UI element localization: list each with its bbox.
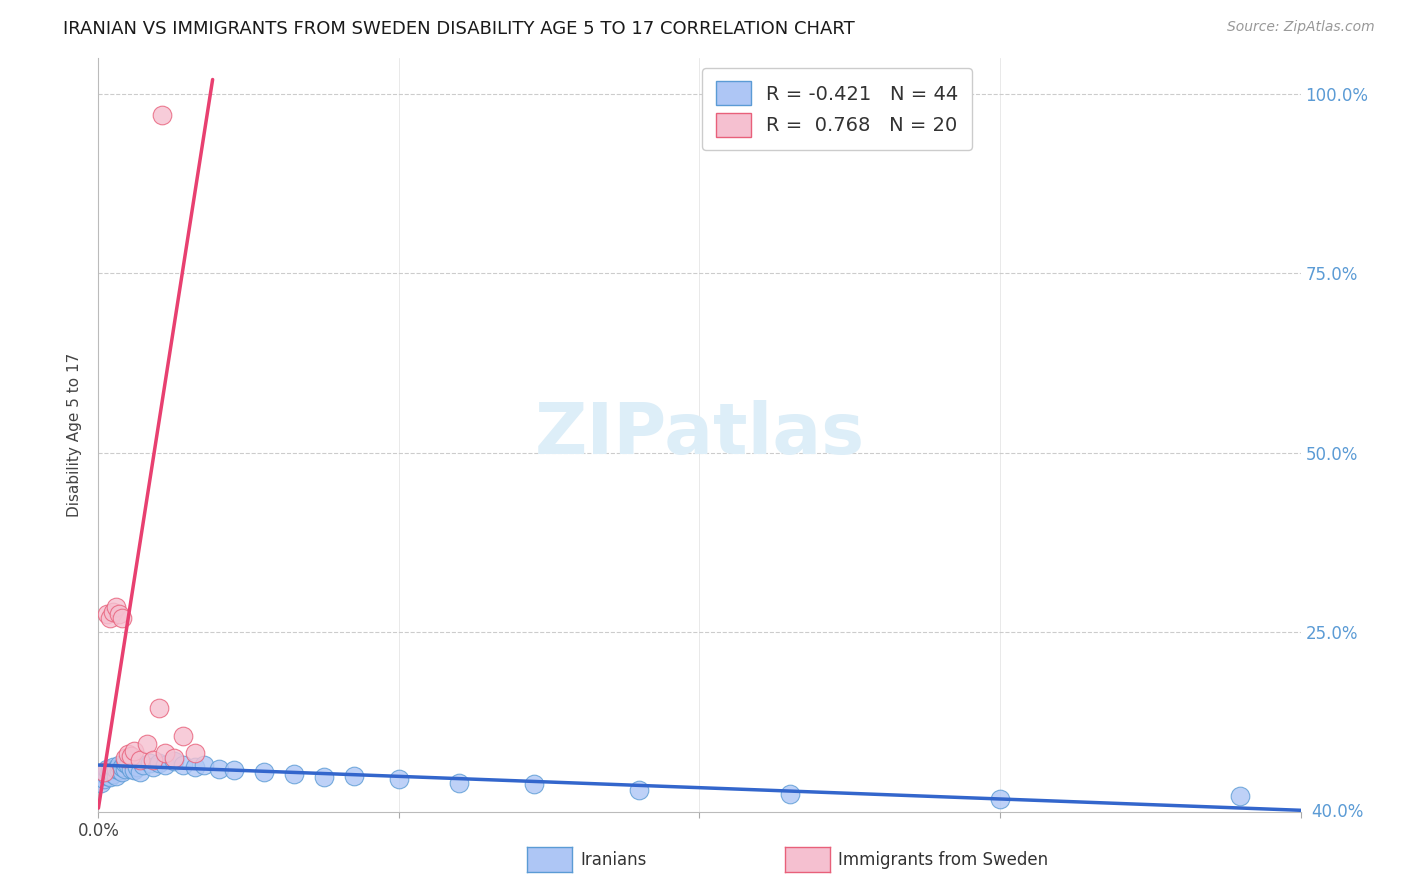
- Point: [162, 755, 184, 769]
- Point: [124, 744, 146, 758]
- Point: [114, 756, 136, 770]
- Point: [141, 753, 163, 767]
- Point: [183, 760, 205, 774]
- Point: [121, 762, 143, 776]
- Point: [153, 746, 176, 760]
- Point: [105, 600, 128, 615]
- Point: [93, 765, 115, 780]
- Text: 40.0%: 40.0%: [1312, 803, 1364, 821]
- Point: [779, 787, 801, 801]
- Point: [148, 756, 170, 770]
- Point: [172, 758, 194, 772]
- Point: [108, 763, 131, 777]
- Point: [117, 758, 139, 772]
- Point: [124, 763, 146, 777]
- Point: [172, 730, 194, 744]
- Point: [253, 765, 276, 780]
- Point: [96, 607, 118, 622]
- Point: [312, 770, 335, 784]
- Point: [114, 751, 136, 765]
- Point: [150, 108, 173, 122]
- Point: [153, 758, 176, 772]
- Point: [114, 762, 136, 776]
- Point: [100, 763, 122, 777]
- Point: [628, 783, 651, 797]
- Point: [138, 756, 160, 770]
- Point: [343, 769, 366, 783]
- Point: [111, 760, 134, 774]
- Point: [90, 776, 112, 790]
- Point: [105, 762, 128, 776]
- Point: [222, 763, 245, 777]
- Point: [96, 769, 118, 783]
- Point: [103, 605, 125, 619]
- Point: [93, 772, 115, 787]
- Text: Immigrants from Sweden: Immigrants from Sweden: [838, 851, 1047, 869]
- Text: IRANIAN VS IMMIGRANTS FROM SWEDEN DISABILITY AGE 5 TO 17 CORRELATION CHART: IRANIAN VS IMMIGRANTS FROM SWEDEN DISABI…: [63, 20, 855, 37]
- Point: [108, 607, 131, 622]
- Point: [208, 762, 231, 776]
- Point: [111, 765, 134, 780]
- Point: [523, 777, 546, 791]
- Point: [103, 767, 125, 781]
- Point: [1229, 789, 1251, 803]
- Point: [132, 758, 155, 772]
- Point: [183, 746, 205, 760]
- Text: ZIPatlas: ZIPatlas: [534, 401, 865, 469]
- Point: [988, 792, 1011, 806]
- Point: [108, 758, 131, 772]
- Point: [388, 772, 411, 787]
- Point: [129, 765, 152, 780]
- Text: Source: ZipAtlas.com: Source: ZipAtlas.com: [1227, 20, 1375, 34]
- Y-axis label: Disability Age 5 to 17: Disability Age 5 to 17: [67, 352, 83, 517]
- Point: [129, 753, 152, 767]
- Point: [121, 748, 143, 763]
- Point: [100, 770, 122, 784]
- Point: [103, 760, 125, 774]
- Point: [117, 747, 139, 762]
- Point: [93, 765, 115, 780]
- Legend: R = -0.421   N = 44, R =  0.768   N = 20: R = -0.421 N = 44, R = 0.768 N = 20: [702, 68, 973, 150]
- Point: [193, 758, 215, 772]
- Point: [283, 767, 305, 781]
- Text: Iranians: Iranians: [581, 851, 647, 869]
- Point: [127, 760, 149, 774]
- Point: [148, 700, 170, 714]
- Point: [96, 762, 118, 776]
- Point: [100, 611, 122, 625]
- Point: [111, 611, 134, 625]
- Point: [447, 776, 470, 790]
- Point: [105, 769, 128, 783]
- Point: [135, 737, 157, 751]
- Point: [162, 751, 184, 765]
- Point: [141, 760, 163, 774]
